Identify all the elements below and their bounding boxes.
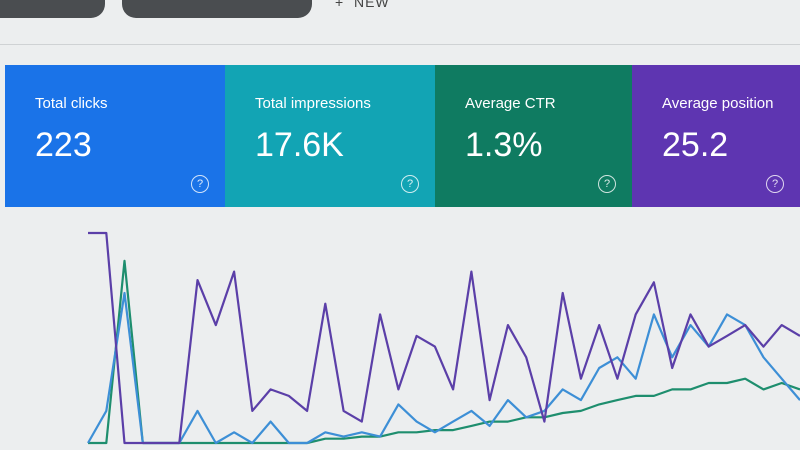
chart — [87, 231, 800, 445]
metric-value: 25.2 — [662, 126, 729, 164]
date-button[interactable] — [0, 0, 105, 18]
new-button[interactable]: + NEW — [335, 0, 390, 10]
metric-label: Total clicks — [35, 95, 108, 112]
help-icon[interactable]: ? — [766, 175, 784, 193]
metric-card[interactable]: Average position 25.2? — [632, 65, 800, 207]
divider — [0, 44, 800, 45]
metric-label: Average position — [662, 95, 774, 112]
series-line — [88, 259, 800, 445]
help-icon[interactable]: ? — [598, 175, 616, 193]
help-icon[interactable]: ? — [401, 175, 419, 193]
metric-card[interactable]: Total clicks 223? — [5, 65, 225, 207]
metric-label: Total impressions — [255, 95, 371, 112]
metric-card[interactable]: Total impressions 17.6K? — [225, 65, 435, 207]
help-icon[interactable]: ? — [191, 175, 209, 193]
metric-value: 17.6K — [255, 126, 344, 164]
metric-cards: Total clicks 223? Total impressions 17.6K? A… — [5, 65, 800, 207]
series-line — [88, 231, 800, 445]
new-label: NEW — [353, 0, 390, 10]
metric-value: 223 — [35, 126, 92, 164]
metric-label: Average CTR — [465, 95, 556, 112]
metric-card[interactable]: Average CTR 1.3%? — [435, 65, 632, 207]
range-button[interactable] — [122, 0, 312, 18]
metric-value: 1.3% — [465, 126, 543, 164]
